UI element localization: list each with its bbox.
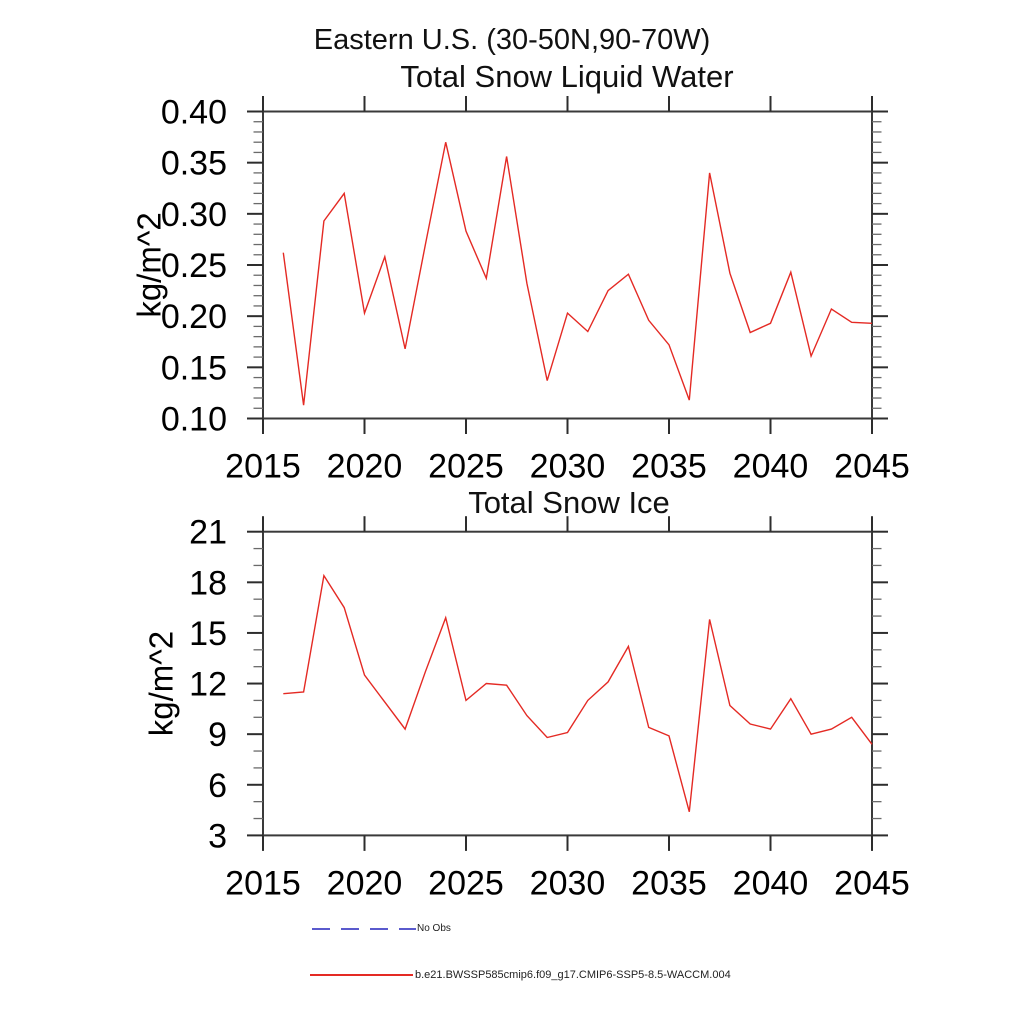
plot-frame [262,110,873,420]
x-tick-label: 2015 [225,864,301,902]
y-tick-label: 0.40 [161,94,227,132]
y-tick-label: 18 [189,564,227,602]
y-tick-label: 0.20 [161,298,227,336]
chart-total-snow-ice: 2015 2020 2025 2030 2035 2040 2045 3 6 9 12 15 18 21 k… [143,514,910,903]
no-obs-label: No Obs [417,923,451,934]
y-tick-label: 0.30 [161,196,227,234]
x-tick-label: 2035 [631,864,707,902]
x-tick-label: 2025 [428,864,504,902]
y-tick-label: 9 [208,716,227,754]
y-tick-label: 6 [208,767,227,805]
y-axis-title: kg/m^2 [131,212,168,317]
plot-frame [262,530,873,837]
x-tick-label: 2025 [428,448,504,486]
x-tick-label: 2015 [225,448,301,486]
y-tick-label: 21 [189,514,227,552]
model-run-line-swatch [310,974,413,976]
x-tick-label: 2040 [733,864,809,902]
y-tick-label: 12 [189,666,227,704]
chart1-title: Total Snow Liquid Water [400,59,734,94]
y-axis-title: kg/m^2 [143,631,180,736]
x-tick-label: 2020 [327,448,403,486]
x-tick-label: 2030 [530,864,606,902]
x-tick-label: 2035 [631,448,707,486]
x-tick-label: 2030 [530,448,606,486]
y-tick-label: 0.25 [161,247,227,285]
figure-region-title: Eastern U.S. (30-50N,90-70W) [313,24,711,56]
no-obs-dashed-line-swatch [312,928,416,930]
chart2-title: Total Snow Ice [468,485,670,520]
chart-total-snow-liquid-water: 2015 2020 2025 2030 2035 2040 2045 0.10 0.15 0.20… [131,94,910,486]
y-tick-label: 0.35 [161,145,227,183]
series-line [283,573,873,812]
series-line [282,142,873,406]
x-tick-label: 2040 [733,448,809,486]
y-tick-label: 0.10 [161,401,227,439]
model-run-label: b.e21.BWSSP585cmip6.f09_g17.CMIP6-SSP5-8… [415,969,731,981]
x-tick-label: 2045 [834,448,910,486]
x-tick-label: 2020 [327,864,403,902]
x-tick-label: 2045 [834,864,910,902]
y-tick-label: 3 [208,817,227,855]
y-tick-label: 0.15 [161,349,227,387]
y-tick-label: 15 [189,615,227,653]
